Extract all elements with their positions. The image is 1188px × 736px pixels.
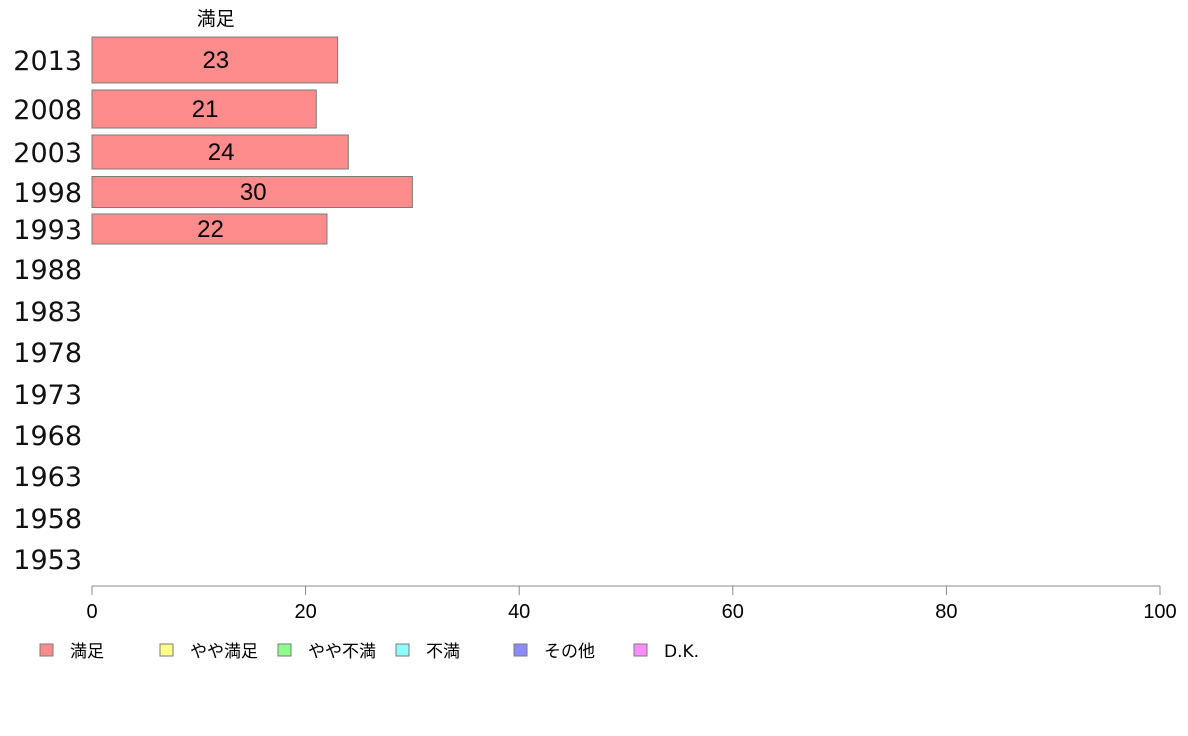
year-label-1988: 1988 (13, 255, 82, 286)
x-axis: 0 20 40 60 80 100 (86, 585, 1177, 623)
legend-swatch-4 (513, 643, 528, 657)
x-tick-label-0: 0 (86, 601, 97, 623)
legend: 満足 やや満足 やや不満 不満 その他 D.K. (39, 642, 699, 662)
legend-label-5: D.K. (664, 642, 699, 662)
bar-1998-series-0 (91, 176, 413, 208)
bar-value-label-2008-series-0: 21 (192, 96, 219, 123)
x-tick-label-20: 20 (294, 601, 316, 623)
legend-swatch-1 (159, 643, 174, 657)
bar-2003-series-0 (91, 134, 349, 170)
bar-value-label-1993-series-0: 22 (197, 216, 224, 243)
year-label-1978: 1978 (13, 338, 82, 369)
legend-label-0: 満足 (70, 642, 104, 662)
bar-value-label-2013-series-0: 23 (202, 47, 229, 74)
x-tick-label-60: 60 (722, 601, 744, 623)
x-tick-label-80: 80 (935, 601, 957, 623)
bar-2008-series-0 (91, 89, 317, 129)
year-label-1953: 1953 (13, 545, 82, 576)
year-label-1958: 1958 (13, 504, 82, 535)
legend-label-4: その他 (544, 642, 595, 662)
year-label-1998: 1998 (13, 178, 82, 209)
year-label-2013: 2013 (13, 46, 82, 77)
bar-value-label-1998-series-0: 30 (240, 179, 267, 206)
year-label-1968: 1968 (13, 421, 82, 452)
year-label-1973: 1973 (13, 380, 82, 411)
year-label-1963: 1963 (13, 462, 82, 493)
legend-swatch-3 (395, 643, 410, 657)
year-label-1993: 1993 (13, 215, 82, 246)
bar-1993-series-0 (91, 213, 328, 245)
year-label-1983: 1983 (13, 297, 82, 328)
year-label-2003: 2003 (13, 138, 82, 169)
legend-label-2: やや不満 (308, 642, 376, 662)
legend-swatch-0 (39, 643, 54, 657)
legend-swatch-5 (633, 643, 648, 657)
legend-label-1: やや満足 (190, 642, 258, 662)
bar-2013-series-0 (91, 36, 339, 84)
year-label-2008: 2008 (13, 95, 82, 126)
bar-value-label-2003-series-0: 24 (208, 139, 235, 166)
x-tick-label-100: 100 (1143, 601, 1176, 623)
x-tick-label-40: 40 (508, 601, 530, 623)
legend-label-3: 不満 (426, 642, 460, 662)
category-header-label: 満足 (197, 8, 235, 30)
legend-swatch-2 (277, 643, 292, 657)
year-axis-labels: 2013 2008 2003 1998 1993 1988 1983 1978 1973 1968… (13, 46, 82, 576)
